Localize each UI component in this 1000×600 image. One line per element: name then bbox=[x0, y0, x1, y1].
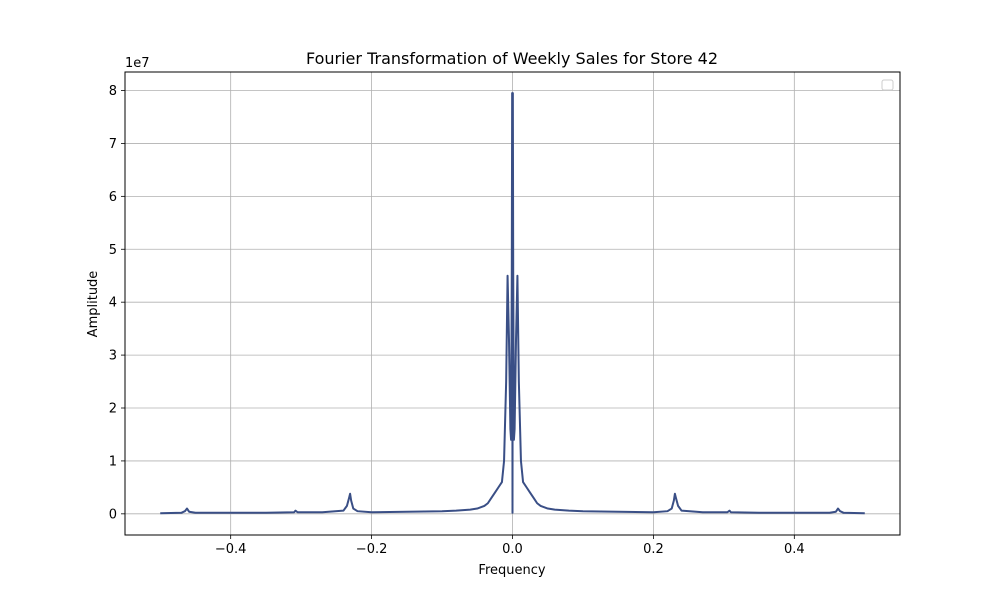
x-tick-label: 0.0 bbox=[502, 542, 523, 557]
legend-box bbox=[881, 79, 894, 91]
x-tick-label: 0.4 bbox=[784, 542, 805, 557]
x-axis-label: Frequency bbox=[478, 563, 545, 578]
y-tick-label: 5 bbox=[109, 243, 117, 258]
y-tick-label: 1 bbox=[109, 454, 117, 469]
y-tick-label: 0 bbox=[109, 507, 117, 522]
y-tick-label: 3 bbox=[109, 349, 117, 364]
y-axis-label: Amplitude bbox=[86, 271, 101, 338]
y-offset-text: 1e7 bbox=[125, 56, 150, 71]
y-tick-label: 6 bbox=[109, 190, 117, 205]
x-axis: −0.4 −0.2 0.0 0.2 0.4 bbox=[215, 535, 805, 557]
chart-title: Fourier Transformation of Weekly Sales f… bbox=[306, 49, 718, 68]
y-tick-label: 7 bbox=[109, 137, 117, 152]
amplitude-series-line bbox=[160, 92, 865, 515]
x-tick-label: −0.2 bbox=[356, 542, 388, 557]
series-group bbox=[160, 92, 865, 515]
y-tick-label: 8 bbox=[109, 84, 117, 99]
y-tick-label: 2 bbox=[109, 402, 117, 417]
y-tick-label: 4 bbox=[109, 296, 117, 311]
x-tick-label: −0.4 bbox=[215, 542, 247, 557]
x-tick-label: 0.2 bbox=[643, 542, 664, 557]
y-axis: 0 1 2 3 4 5 6 7 8 bbox=[109, 84, 125, 522]
